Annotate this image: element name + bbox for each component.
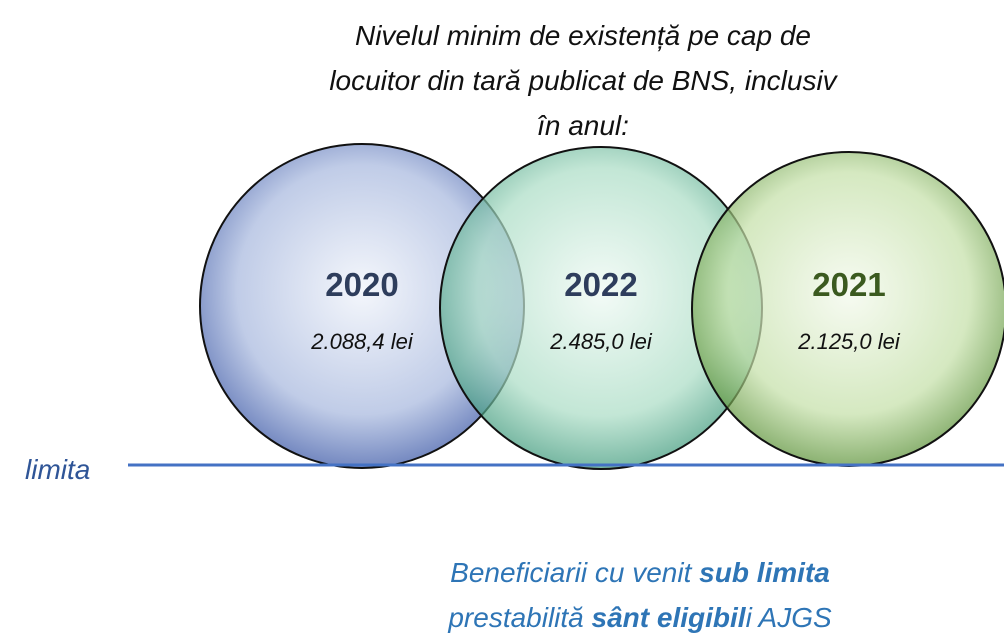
year: 2021 [812,266,885,303]
amount: 2.485,0 lei [549,329,653,354]
note-bold: sânt eligibil [592,602,747,633]
title-line: în anul: [537,110,629,141]
amount: 2.088,4 lei [310,329,414,354]
year: 2022 [564,266,637,303]
circle [691,151,1004,467]
amount: 2.125,0 lei [797,329,901,354]
limit-label: limita [25,454,90,485]
note-line: prestabilită sânt eligibili AJGS [447,602,832,633]
note-bold: sub limita [699,557,830,588]
title-line: locuitor din tară publicat de BNS, inclu… [329,65,838,96]
note-text: prestabilită [447,602,591,633]
note-text: Beneficiarii cu venit [450,557,699,588]
title-line: Nivelul minim de existență pe cap de [355,20,811,51]
note-text: i AJGS [746,602,832,633]
year: 2020 [325,266,398,303]
note-line: Beneficiarii cu venit sub limita [450,557,830,588]
